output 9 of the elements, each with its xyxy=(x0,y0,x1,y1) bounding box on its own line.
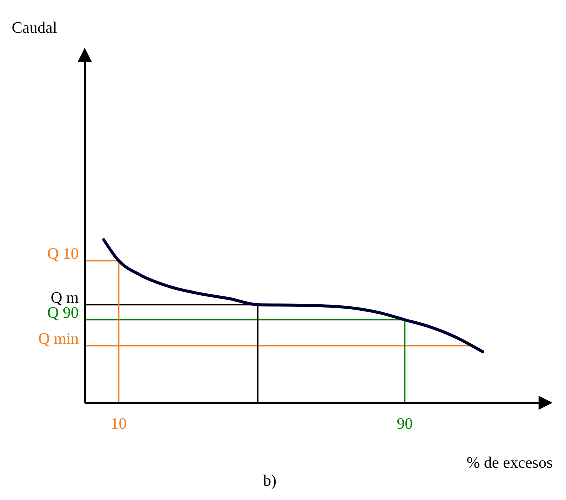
x-tick-label: 90 xyxy=(397,416,413,433)
ref-line-label: Q 90 xyxy=(47,305,79,322)
text: b) xyxy=(263,473,277,490)
x-tick-label: 10 xyxy=(111,416,127,433)
ref-line-label: Q m xyxy=(51,290,80,308)
ref-line-label: Q 10 xyxy=(47,246,79,264)
x-axis-title: % de excesos xyxy=(466,455,553,472)
text: Caudal xyxy=(12,20,58,37)
ref-line-label: Q min xyxy=(38,330,79,348)
